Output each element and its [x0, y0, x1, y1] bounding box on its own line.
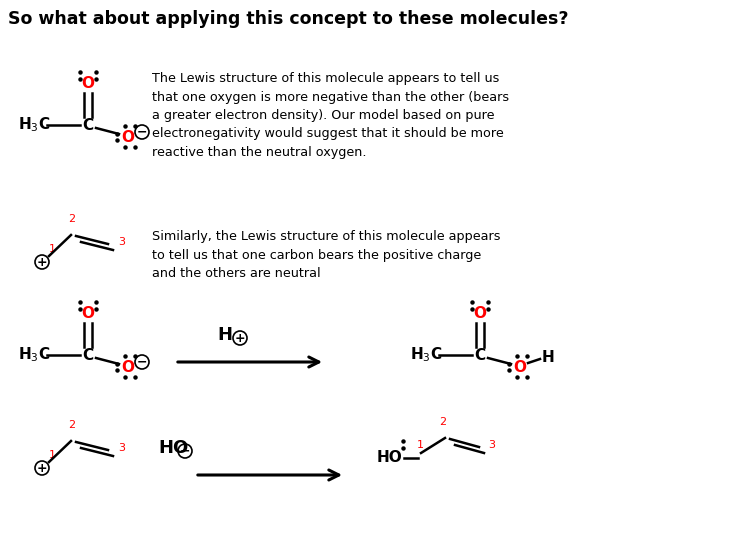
Text: 3: 3: [118, 443, 126, 453]
Text: So what about applying this concept to these molecules?: So what about applying this concept to t…: [8, 10, 568, 28]
Text: O: O: [82, 76, 94, 91]
Text: H: H: [217, 326, 232, 344]
Text: 1: 1: [49, 244, 55, 254]
Text: Similarly, the Lewis structure of this molecule appears
to tell us that one carb: Similarly, the Lewis structure of this m…: [152, 230, 500, 280]
Text: −: −: [137, 355, 147, 368]
Text: C: C: [82, 348, 93, 362]
Text: HO: HO: [158, 439, 188, 457]
Text: H$_3$C: H$_3$C: [18, 116, 50, 134]
Text: +: +: [37, 462, 47, 475]
Text: C: C: [82, 118, 93, 132]
Text: 1: 1: [417, 440, 423, 450]
Text: 2: 2: [68, 420, 76, 430]
Text: −: −: [180, 444, 190, 457]
Text: −: −: [137, 125, 147, 138]
Text: O: O: [82, 306, 94, 321]
Text: +: +: [235, 332, 245, 345]
Text: The Lewis structure of this molecule appears to tell us
that one oxygen is more : The Lewis structure of this molecule app…: [152, 72, 509, 159]
Text: +: +: [37, 255, 47, 268]
Text: 2: 2: [68, 214, 76, 224]
Text: 3: 3: [118, 237, 126, 247]
Text: HO: HO: [377, 450, 403, 465]
Text: O: O: [514, 360, 526, 375]
Text: O: O: [121, 360, 135, 375]
Text: H$_3$C: H$_3$C: [410, 346, 442, 365]
Text: 1: 1: [49, 450, 55, 460]
Text: O: O: [473, 306, 486, 321]
Text: C: C: [475, 348, 486, 362]
Text: O: O: [121, 130, 135, 145]
Text: 3: 3: [489, 440, 495, 450]
Text: 2: 2: [439, 417, 447, 427]
Text: H: H: [542, 349, 554, 364]
Text: H$_3$C: H$_3$C: [18, 346, 50, 365]
